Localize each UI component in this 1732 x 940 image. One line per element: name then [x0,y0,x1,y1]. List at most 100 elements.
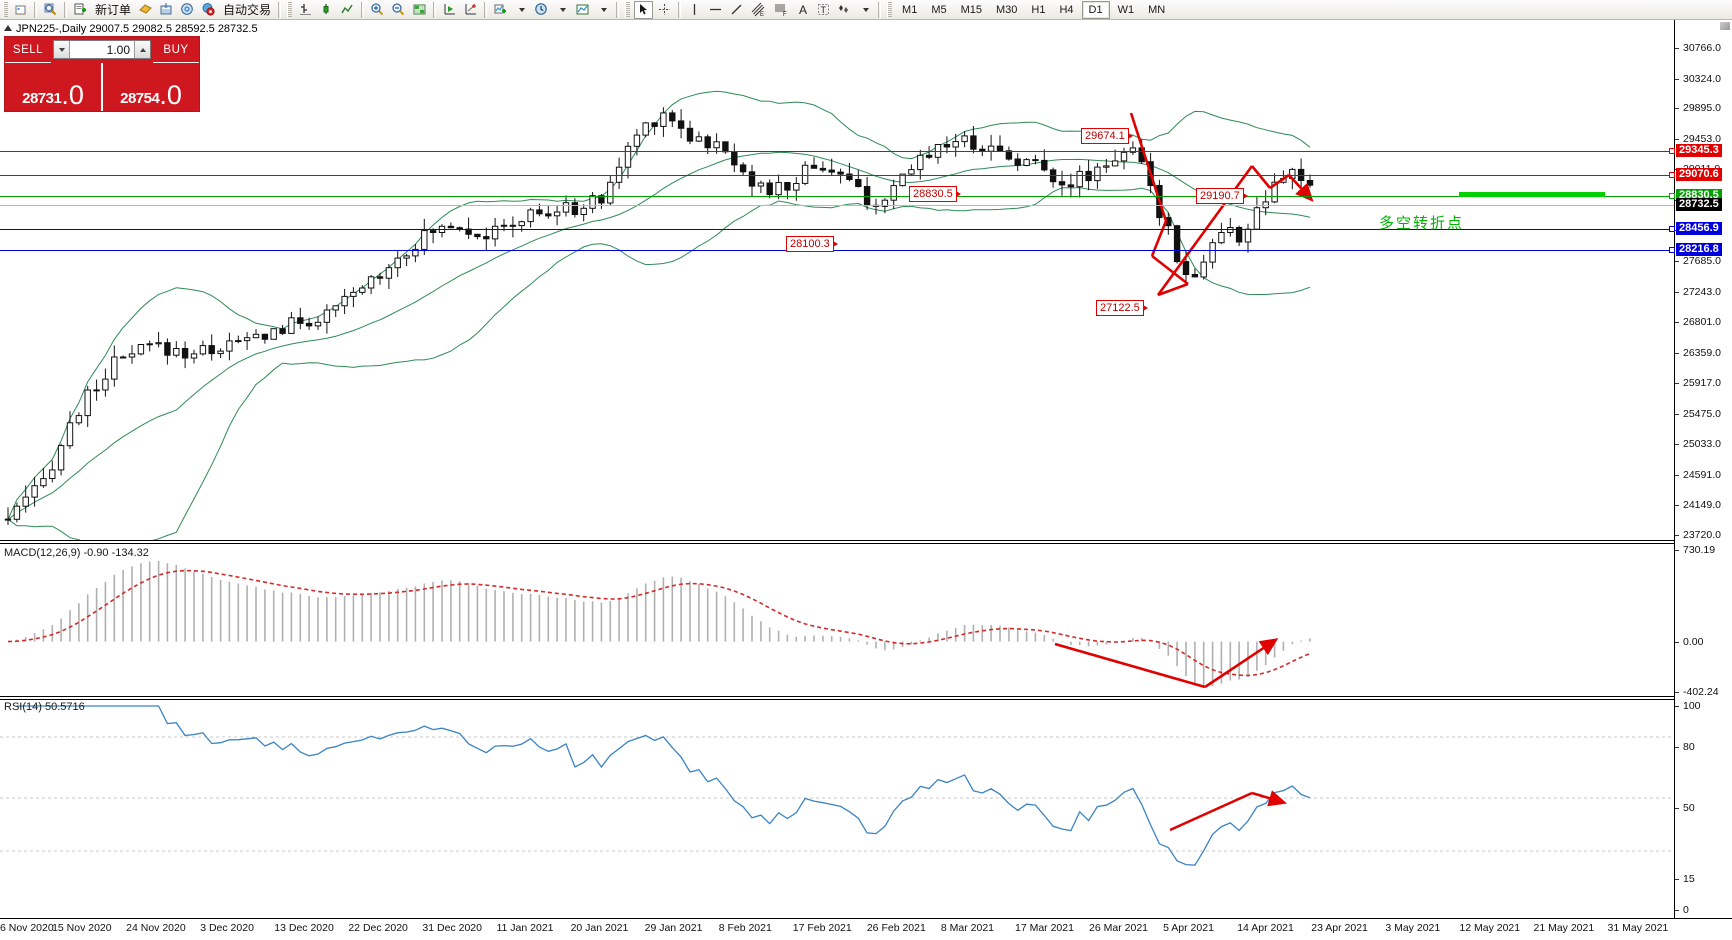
candlestick-series [4,107,1314,525]
candlestick-chart-icon[interactable] [317,1,336,19]
chart-area[interactable]: JPN225-,Daily 29007.5 29082.5 28592.5 28… [0,20,1732,940]
crosshair-tool[interactable] [655,1,674,19]
timeframe-h1[interactable]: H1 [1031,3,1046,16]
buy-price[interactable]: 28754.0 [120,80,182,111]
timeframe-w1[interactable]: W1 [1117,3,1135,16]
price-level-handle[interactable] [1669,148,1675,154]
indicators-icon[interactable] [491,1,510,19]
green-highlight-bar[interactable] [1459,192,1605,197]
level-tag[interactable]: 29674.1 [1081,128,1133,144]
cursor-tool[interactable] [634,0,654,19]
bar-chart-icon[interactable] [296,1,315,19]
zoom-in-icon[interactable] [368,1,387,19]
volume-increment-button[interactable] [134,41,150,58]
price-label-blue-level[interactable]: 28456.9 [1676,222,1722,235]
text-tool[interactable]: A [799,2,808,17]
macd-tick: -402.24 [1675,686,1719,698]
date-tick: 26 Mar 2021 [1089,922,1149,934]
price-label-blue-level[interactable]: 28216.8 [1676,243,1722,256]
sell-price[interactable]: 28731.0 [22,80,84,111]
rsi-label: RSI(14) 50.5716 [4,701,85,713]
date-axis[interactable]: 6 Nov 2020 15 Nov 2020 24 Nov 2020 3 Dec 20… [0,918,1732,940]
one-click-trading-panel[interactable]: SELL 1.00 BUY 28731.0 28754.0 [4,36,200,112]
pane-separator-1 [0,540,1674,541]
arrows-tool[interactable] [835,1,854,19]
svg-text:E: E [760,12,764,17]
toolbar-grip[interactable] [287,1,293,18]
terminal-icon[interactable] [157,1,176,19]
period-dropdown-icon[interactable] [553,1,571,19]
date-tick: 5 Apr 2021 [1163,922,1214,934]
new-order-icon[interactable] [71,1,90,19]
macd-signal-line [7,569,1311,677]
price-level-handle[interactable] [1669,226,1675,232]
label-tool[interactable]: T [814,1,833,19]
macd-histogram [16,560,1311,687]
price-label-last-price[interactable]: 28732.5 [1676,198,1722,211]
sell-button[interactable]: SELL [5,37,51,63]
price-level-handle[interactable] [1669,172,1675,178]
toolbar-grip[interactable] [3,1,8,18]
dropdown-icon[interactable] [12,1,30,19]
timeframe-d1[interactable]: D1 [1081,0,1110,19]
indicators-dropdown-icon[interactable] [512,1,530,19]
collapse-triangle-icon[interactable] [4,25,12,31]
buy-button[interactable]: BUY [153,37,199,63]
trendline-tool[interactable] [727,1,746,19]
date-tick: 26 Feb 2021 [866,922,926,934]
main-toolbar: 新订单 自动交易 [0,0,1732,20]
price-label-red-level[interactable]: 29070.6 [1676,168,1722,181]
price-level-handle[interactable] [1669,193,1675,199]
autotrading-button[interactable]: 自动交易 [223,3,272,17]
volume-input[interactable]: 1.00 [53,40,151,59]
horizontal-line-tool[interactable] [706,1,725,19]
data-window-icon[interactable] [41,1,60,19]
symbol-ohlc-text: JPN225-,Daily 29007.5 29082.5 28592.5 28… [16,23,258,35]
date-tick: 3 Dec 2020 [200,922,254,934]
price-label-red-level[interactable]: 29345.3 [1676,144,1722,157]
chart-grid-icon[interactable] [410,1,429,19]
timeframe-m30[interactable]: M30 [996,3,1018,16]
resistance-line-29345[interactable] [0,151,1674,152]
price-tick: 29453.0 [1675,133,1721,145]
new-order-button[interactable]: 新订单 [95,3,132,17]
autotrading-icon[interactable] [199,1,218,19]
price-level-handle[interactable] [1669,247,1675,253]
toolbar-grip[interactable] [625,1,631,18]
chart-shift-icon[interactable] [461,1,480,19]
timeframe-h4[interactable]: H4 [1059,3,1074,16]
toolbar-grip[interactable] [887,1,893,18]
templates-icon[interactable] [573,1,592,19]
line-chart-icon[interactable] [338,1,357,19]
timeframe-m15[interactable]: M15 [960,3,982,16]
macd-svg [7,560,1311,689]
macd-label: MACD(12,26,9) -0.90 -134.32 [4,547,149,559]
volume-decrement-button[interactable] [54,41,70,58]
navigator-icon[interactable] [178,1,197,19]
resistance-line-29070[interactable] [0,175,1674,176]
period-clock-icon[interactable] [532,1,551,19]
timeframe-m5[interactable]: M5 [931,3,947,16]
scrollbar-handle[interactable] [1720,22,1730,30]
level-tag[interactable]: 28830.5 [909,186,961,202]
toolbar-separator [64,1,67,18]
level-tag[interactable]: 27122.5 [1096,300,1148,316]
level-tag[interactable]: 28100.3 [786,236,838,252]
pane-separator-1b [0,543,1674,544]
timeframe-mn[interactable]: MN [1148,3,1166,16]
templates-dropdown-icon[interactable] [594,1,612,19]
arrows-dropdown-icon[interactable] [856,1,874,19]
support-line-28216[interactable] [0,250,1674,251]
date-tick: 20 Jan 2021 [570,922,629,934]
expert-advisor-icon[interactable] [136,1,155,19]
equidistant-channel-tool[interactable]: E [748,1,769,19]
timeframe-m1[interactable]: M1 [902,3,918,16]
level-tag[interactable]: 29190.7 [1196,188,1248,204]
auto-scroll-icon[interactable] [440,1,459,19]
vertical-line-tool[interactable] [685,1,704,19]
toolbar-separator [34,1,37,18]
level-line-28830[interactable] [0,196,1674,197]
zoom-out-icon[interactable] [389,1,408,19]
fibonacci-tool[interactable]: F [771,1,792,19]
